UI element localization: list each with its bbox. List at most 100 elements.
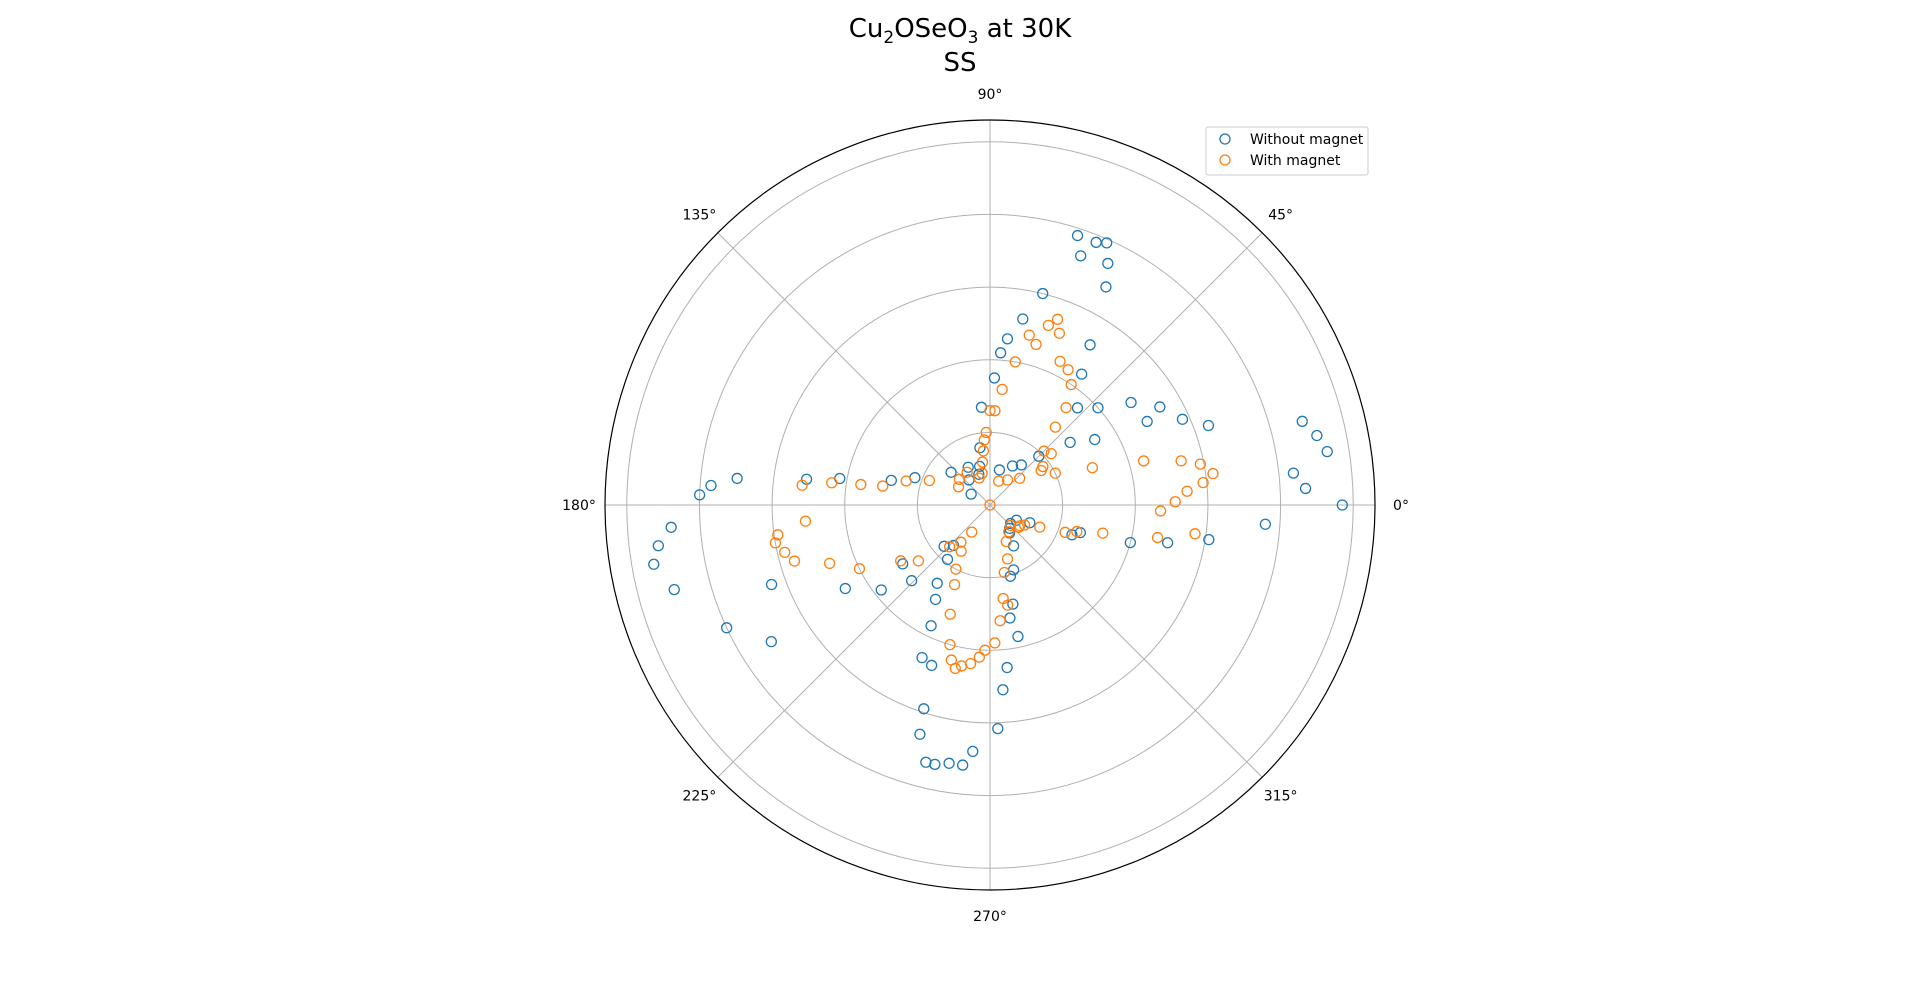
data-point: [955, 545, 967, 557]
data-point: [1296, 415, 1308, 427]
data-point: [964, 657, 977, 670]
title-part-mid: OSeO: [894, 14, 968, 44]
data-point: [1001, 333, 1014, 345]
data-point: [1151, 531, 1164, 544]
data-point: [1004, 570, 1017, 582]
data-point: [965, 488, 977, 500]
data-point: [977, 445, 990, 457]
data-point: [1017, 313, 1029, 325]
data-point: [839, 582, 851, 595]
data-point: [1007, 598, 1019, 610]
data-point: [1030, 338, 1042, 351]
data-point: [950, 563, 962, 575]
data-point: [875, 584, 887, 596]
data-point: [1203, 534, 1215, 546]
data-point: [1090, 236, 1102, 248]
data-point: [931, 577, 943, 589]
data-point: [952, 481, 965, 493]
data-point: [1024, 517, 1036, 529]
data-point: [976, 456, 989, 468]
data-point: [992, 722, 1004, 735]
data-point: [1062, 364, 1074, 376]
data-point: [1051, 313, 1064, 325]
data-point: [1045, 447, 1057, 460]
angle-tick-label: 180°: [562, 498, 596, 514]
data-point: [721, 622, 733, 634]
data-point: [853, 563, 866, 575]
legend-label-without-magnet: Without magnet: [1250, 132, 1364, 148]
chart-subtitle: SS: [943, 48, 977, 78]
data-point: [765, 578, 778, 591]
data-point: [1089, 433, 1101, 446]
data-point: [1207, 468, 1219, 480]
data-point: [1014, 472, 1026, 484]
data-point: [877, 480, 889, 492]
angular-gridline: [989, 232, 1263, 506]
data-point: [1007, 540, 1020, 552]
data-point: [905, 575, 918, 587]
data-point: [769, 537, 782, 549]
data-point: [1194, 458, 1207, 470]
data-point: [993, 464, 1006, 476]
data-point: [996, 383, 1008, 396]
legend-marker-with-magnet: [1219, 154, 1231, 166]
data-point: [1003, 526, 1015, 538]
title-subscript-1: 2: [883, 28, 895, 49]
angle-tick-label: 315°: [1264, 789, 1298, 805]
series-0: [648, 229, 1348, 771]
data-point: [944, 608, 956, 620]
data-point: [1086, 462, 1099, 474]
data-point: [799, 515, 812, 527]
data-point: [988, 372, 1001, 384]
angular-gridline: [717, 504, 991, 778]
data-point: [941, 553, 954, 566]
data-point: [1336, 499, 1348, 511]
data-point: [925, 659, 938, 672]
legend-frame: [1205, 126, 1369, 176]
data-point: [823, 557, 836, 570]
data-point: [652, 540, 664, 552]
data-point: [1001, 474, 1014, 486]
data-point: [948, 578, 961, 591]
data-point: [1071, 229, 1084, 242]
angle-tick-label: 90°: [978, 87, 1003, 103]
angle-tick-label: 45°: [1268, 207, 1293, 223]
data-point: [944, 639, 956, 651]
data-point: [1065, 378, 1077, 391]
data-point: [912, 555, 925, 567]
data-point: [648, 558, 660, 570]
data-point: [923, 474, 936, 487]
data-point: [997, 684, 1009, 696]
data-point: [973, 472, 985, 484]
data-point: [1037, 460, 1049, 473]
data-point: [1071, 402, 1084, 414]
data-point: [993, 475, 1005, 487]
data-point: [1321, 445, 1333, 458]
chart-title: Cu2OSeO3 at 30K: [0, 14, 1920, 48]
angle-tick-label: 135°: [683, 207, 717, 223]
data-point: [1197, 476, 1209, 489]
data-point: [1125, 396, 1137, 409]
data-point: [1059, 526, 1071, 538]
data-point: [1037, 287, 1049, 300]
data-point: [855, 478, 867, 491]
data-point: [920, 756, 932, 768]
data-point: [1038, 445, 1050, 457]
data-point: [788, 555, 801, 567]
angle-tick-label: 270°: [973, 909, 1007, 925]
data-point: [945, 466, 957, 478]
data-point: [978, 434, 990, 446]
polar-frame: [604, 119, 1376, 891]
data-point: [693, 489, 706, 501]
data-point: [1009, 356, 1021, 368]
data-point: [955, 536, 967, 548]
data-point: [961, 466, 973, 478]
data-point: [1053, 327, 1066, 339]
data-point: [1181, 485, 1193, 497]
data-point: [1154, 401, 1166, 413]
data-point: [980, 426, 992, 439]
data-point: [967, 745, 979, 758]
data-point: [914, 728, 926, 740]
data-point: [1012, 521, 1025, 534]
